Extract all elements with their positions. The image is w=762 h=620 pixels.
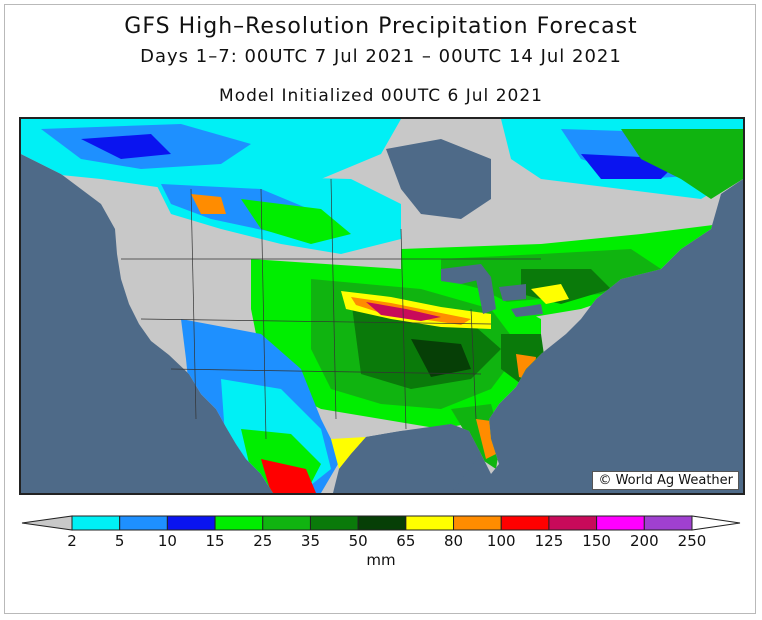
legend-swatch <box>166 515 216 531</box>
legend-tick-label: 50 <box>348 532 368 550</box>
legend-swatch <box>71 515 121 531</box>
legend-swatch <box>548 515 598 531</box>
legend-tick-label: 2 <box>67 532 77 550</box>
legend-swatch <box>643 515 693 531</box>
legend-swatch <box>453 515 502 531</box>
image-frame <box>4 4 756 614</box>
legend-tick-label: 65 <box>396 532 416 550</box>
legend-tick-label: 150 <box>582 532 611 550</box>
legend-tick-label: 250 <box>677 532 707 550</box>
legend-swatch <box>309 515 359 531</box>
legend-tick-label: 5 <box>114 532 125 550</box>
legend-tick-label: 10 <box>157 532 177 550</box>
credit-label: © World Ag Weather <box>592 471 739 490</box>
legend-unit: mm <box>366 551 396 569</box>
legend-under-arrow <box>21 515 73 531</box>
precipitation-map: © World Ag Weather <box>19 117 745 495</box>
legend-tick-label: 25 <box>253 532 273 550</box>
legend-tick-label: 80 <box>443 532 464 550</box>
chart-title: GFS High–Resolution Precipitation Foreca… <box>124 14 638 39</box>
legend-tick-label: 125 <box>534 532 564 550</box>
legend-swatch <box>596 515 645 531</box>
map-canvas <box>21 119 743 493</box>
legend-swatches <box>21 515 741 531</box>
legend-tick-label: 200 <box>629 532 659 550</box>
legend-swatch <box>500 515 550 531</box>
legend-swatch <box>119 515 168 531</box>
legend-swatch <box>405 515 455 531</box>
legend-swatch <box>357 515 407 531</box>
legend-tick-label: 100 <box>486 532 516 550</box>
copyright-icon: © <box>598 473 612 488</box>
color-legend-bar <box>21 515 741 531</box>
credit-text: World Ag Weather <box>615 473 733 488</box>
legend-swatch <box>214 515 264 531</box>
legend-over-arrow <box>691 515 741 531</box>
model-init-time: Model Initialized 00UTC 6 Jul 2021 <box>219 86 543 106</box>
forecast-period: Days 1–7: 00UTC 7 Jul 2021 – 00UTC 14 Ju… <box>140 46 622 67</box>
legend-tick-label: 15 <box>205 532 225 550</box>
legend-tick-label: 35 <box>300 532 320 550</box>
legend-swatch <box>262 515 311 531</box>
